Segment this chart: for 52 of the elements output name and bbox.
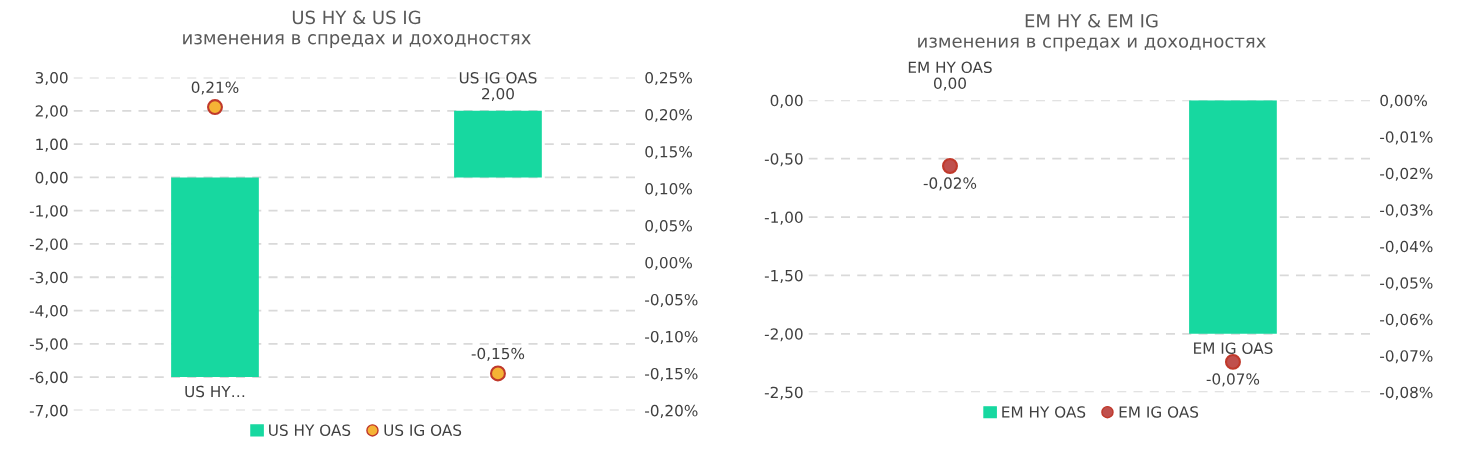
chart-title: US HY & US IG	[292, 10, 421, 25]
y2-tick-label: -0,04%	[1380, 240, 1433, 254]
y-tick-label: -0,50	[764, 153, 803, 167]
y-tick-label: -6,00	[29, 371, 68, 385]
y-tick-label: -5,00	[29, 338, 68, 352]
y-tick-label: -1,00	[29, 205, 68, 219]
chart-subtitle: изменения в спредах и доходностях	[918, 37, 1266, 52]
data-label: US IG OAS 2,00	[459, 72, 537, 102]
data-label: EM HY OAS 0,00	[908, 61, 992, 91]
y2-tick-label: 0,10%	[645, 182, 692, 197]
y-tick-label: 2,00	[35, 105, 68, 119]
y2-tick-label: 0,25%	[645, 71, 692, 86]
legend-label: EM IG OAS	[1119, 406, 1199, 418]
y2-tick-label: -0,07%	[1380, 350, 1433, 364]
data-label: -0,07%	[1206, 373, 1260, 387]
y2-tick-label: -0,05%	[645, 293, 698, 308]
y-tick-label: -2,50	[764, 386, 803, 400]
y2-tick-label: -0,02%	[1380, 167, 1433, 181]
y2-tick-label: 0,00%	[1380, 94, 1427, 108]
data-label: US HY…	[185, 385, 245, 398]
y2-tick-label: -0,20%	[645, 404, 698, 418]
chart-title: EM HY & EM IG	[1025, 13, 1158, 28]
y-tick-label: -1,00	[764, 211, 803, 225]
y-tick-label: 0,00	[770, 94, 803, 108]
y-tick-label: 3,00	[35, 71, 68, 86]
y2-tick-label: -0,06%	[1380, 313, 1433, 327]
y-tick-label: -3,00	[29, 271, 68, 285]
y-tick-label: 0,00	[35, 171, 68, 185]
y2-tick-label: 0,00%	[645, 256, 692, 271]
y2-tick-label: -0,05%	[1380, 277, 1433, 291]
legend-label: EM HY OAS	[1002, 406, 1086, 418]
y-tick-label: -2,00	[764, 328, 803, 342]
y-tick-label: -7,00	[29, 404, 68, 418]
legend-label: US HY OAS	[269, 424, 351, 436]
y-tick-label: 1,00	[36, 138, 68, 152]
data-label: -0,15%	[471, 347, 525, 361]
chart-subtitle: изменения в спредах и доходностях	[183, 34, 531, 48]
legend-label: US IG OAS	[384, 424, 462, 436]
y2-tick-label: -0,03%	[1380, 204, 1433, 218]
y-tick-label: -1,50	[764, 269, 803, 283]
y2-tick-label: -0,01%	[1380, 131, 1433, 145]
y2-tick-label: 0,20%	[645, 108, 692, 123]
y-tick-label: -2,00	[29, 238, 68, 252]
y2-tick-label: 0,15%	[645, 145, 692, 160]
y2-tick-label: -0,10%	[645, 330, 698, 345]
y2-tick-label: -0,08%	[1380, 386, 1433, 400]
data-label: -0,02%	[923, 177, 977, 191]
data-label: EM IG OAS	[1194, 342, 1273, 354]
data-label: 0,21%	[191, 81, 239, 95]
y2-tick-label: -0,15%	[645, 367, 698, 381]
y-tick-label: -4,00	[29, 305, 68, 319]
y2-tick-label: 0,05%	[645, 219, 692, 234]
